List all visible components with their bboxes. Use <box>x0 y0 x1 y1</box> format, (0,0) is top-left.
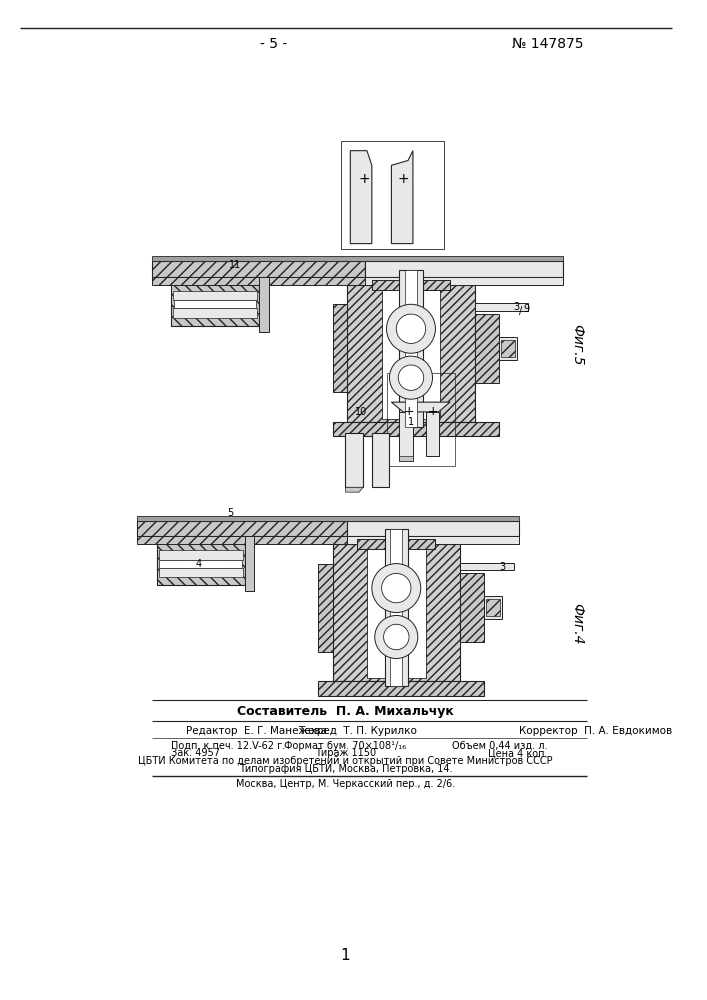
Polygon shape <box>382 288 440 419</box>
Text: 3: 3 <box>499 562 506 572</box>
Bar <box>152 256 563 261</box>
Bar <box>390 529 402 686</box>
Text: 4: 4 <box>196 559 201 569</box>
Polygon shape <box>399 456 413 461</box>
Text: 11: 11 <box>229 260 241 270</box>
Polygon shape <box>372 433 390 487</box>
Bar <box>474 303 528 311</box>
Bar <box>499 337 517 360</box>
Text: +: + <box>404 405 414 418</box>
Text: Техред  Т. П. Курилко: Техред Т. П. Курилко <box>298 726 416 736</box>
Polygon shape <box>318 681 484 696</box>
Circle shape <box>397 314 426 343</box>
Bar <box>137 536 347 544</box>
Bar <box>347 521 519 536</box>
Bar <box>137 516 519 521</box>
Text: Объем 0,44 изд. л.: Объем 0,44 изд. л. <box>452 741 548 751</box>
Bar <box>171 283 259 326</box>
Text: /: / <box>519 306 522 316</box>
Bar <box>174 300 257 308</box>
Bar <box>426 412 439 456</box>
Text: 5: 5 <box>227 508 233 518</box>
Bar <box>347 536 519 544</box>
Bar <box>341 141 444 249</box>
Bar <box>399 270 423 427</box>
Polygon shape <box>333 304 347 392</box>
Bar <box>137 521 347 536</box>
Polygon shape <box>346 487 363 492</box>
Text: № 147875: № 147875 <box>512 37 584 51</box>
Bar <box>484 596 502 619</box>
Text: Редактор  Е. Г. Манежева: Редактор Е. Г. Манежева <box>186 726 327 736</box>
Bar <box>156 542 245 585</box>
Text: ЦБТИ Комитета по делам изобретений и открытий при Совете Министров СССР: ЦБТИ Комитета по делам изобретений и отк… <box>138 756 553 766</box>
Bar <box>158 568 243 577</box>
Text: - 5 -: - 5 - <box>260 37 288 51</box>
Text: Зак. 4957: Зак. 4957 <box>171 748 221 758</box>
Circle shape <box>387 304 436 353</box>
Circle shape <box>390 356 433 399</box>
Polygon shape <box>357 539 436 549</box>
Bar <box>460 563 514 570</box>
Text: Тираж 1150: Тираж 1150 <box>315 748 376 758</box>
Circle shape <box>382 573 411 603</box>
Text: 3: 3 <box>514 302 520 312</box>
Circle shape <box>372 564 421 613</box>
Polygon shape <box>333 422 499 436</box>
Bar <box>158 550 243 560</box>
Bar <box>501 340 515 357</box>
Text: +: + <box>358 172 370 186</box>
Bar <box>152 261 366 277</box>
Text: 10: 10 <box>355 407 367 417</box>
Text: 1: 1 <box>341 948 350 963</box>
Text: +: + <box>397 172 409 186</box>
Bar <box>405 270 417 427</box>
Bar <box>245 536 255 591</box>
Polygon shape <box>392 402 450 412</box>
Polygon shape <box>347 285 474 422</box>
Text: Подп. к печ. 12.V-62 г.: Подп. к печ. 12.V-62 г. <box>171 741 286 751</box>
Text: Фиг.4: Фиг.4 <box>571 603 584 644</box>
Polygon shape <box>346 433 363 487</box>
Bar <box>152 277 366 285</box>
Bar <box>486 599 500 616</box>
Bar <box>366 277 563 285</box>
Text: Формат бум. 70×108¹/₁₆: Формат бум. 70×108¹/₁₆ <box>284 741 407 751</box>
Text: Типография ЦБТИ, Москва, Петровка, 14.: Типография ЦБТИ, Москва, Петровка, 14. <box>239 764 452 774</box>
Text: Фиг.5: Фиг.5 <box>571 324 584 365</box>
Polygon shape <box>372 280 450 290</box>
Text: +: + <box>427 405 438 418</box>
Bar <box>399 412 413 461</box>
Bar <box>173 308 257 318</box>
Circle shape <box>398 365 423 390</box>
Text: Цена 4 коп.: Цена 4 коп. <box>489 748 548 758</box>
Bar <box>173 291 257 300</box>
Polygon shape <box>318 564 333 652</box>
Text: 1: 1 <box>408 417 414 427</box>
Polygon shape <box>333 544 460 681</box>
Circle shape <box>384 624 409 650</box>
Bar <box>160 560 242 568</box>
Bar <box>366 261 563 277</box>
Bar <box>387 373 455 466</box>
Polygon shape <box>460 573 484 642</box>
Polygon shape <box>392 151 413 244</box>
Bar <box>385 529 408 686</box>
Polygon shape <box>367 547 426 678</box>
Text: 9: 9 <box>523 304 530 314</box>
Text: Составитель  П. А. Михальчук: Составитель П. А. Михальчук <box>237 705 454 718</box>
Bar <box>259 277 269 332</box>
Polygon shape <box>350 151 372 244</box>
Text: Корректор  П. А. Евдокимов: Корректор П. А. Евдокимов <box>519 726 672 736</box>
Text: Москва, Центр, М. Черкасский пер., д. 2/6.: Москва, Центр, М. Черкасский пер., д. 2/… <box>236 779 455 789</box>
Polygon shape <box>474 314 499 383</box>
Circle shape <box>375 615 418 659</box>
